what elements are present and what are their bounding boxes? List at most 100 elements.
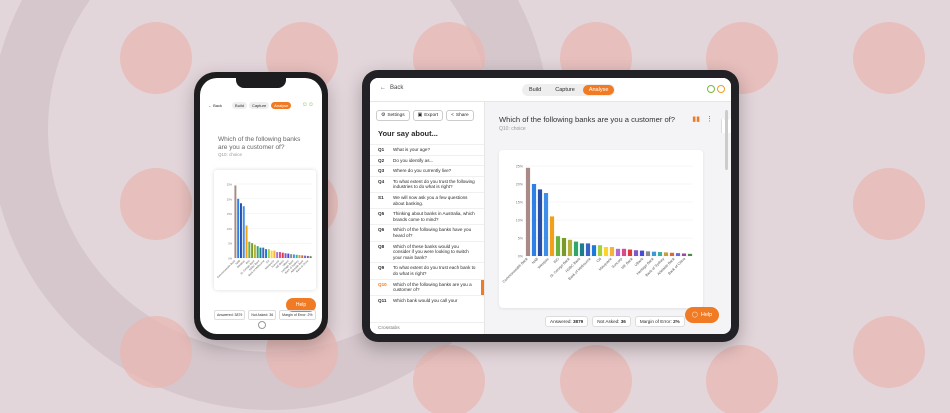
bar[interactable] (273, 250, 276, 258)
bar[interactable] (306, 255, 309, 258)
phone-question-subtitle: Q10: choice (218, 152, 243, 157)
bar[interactable] (278, 252, 281, 258)
bar[interactable] (597, 245, 603, 256)
x-tick-label: Commonwealth Bank (502, 257, 529, 284)
sidebar: ⚙ Settings ▣ Export < Share Your say about.… (370, 102, 485, 334)
share-button[interactable]: < Share (446, 110, 474, 121)
question-item[interactable]: Q5 Thinking about banks in Australia, whi… (370, 208, 484, 224)
bar[interactable] (287, 253, 290, 258)
help-button[interactable]: ◯ Help (685, 307, 719, 323)
bar[interactable] (657, 252, 663, 256)
bar[interactable] (256, 246, 259, 258)
bar[interactable] (281, 252, 284, 258)
bar[interactable] (585, 243, 591, 256)
bar[interactable] (304, 255, 307, 258)
bar[interactable] (609, 247, 615, 256)
smiley-orange-icon[interactable] (717, 85, 725, 93)
bar[interactable] (663, 252, 669, 256)
chart-type-icon[interactable]: ▮▮ (692, 116, 700, 123)
bar[interactable] (531, 184, 537, 256)
bar[interactable] (603, 247, 609, 256)
phone-back-label: Back (213, 102, 223, 108)
bar[interactable] (639, 250, 645, 256)
bar[interactable] (543, 193, 549, 256)
bar[interactable] (573, 241, 579, 256)
bar[interactable] (561, 238, 567, 256)
bar[interactable] (675, 253, 681, 256)
phone-tab-capture[interactable]: Capture (248, 101, 270, 109)
bar[interactable] (567, 239, 573, 256)
bar[interactable] (253, 244, 256, 258)
x-tick-label: NAB (234, 259, 241, 266)
bar[interactable] (290, 254, 293, 258)
phone-tab-build[interactable]: Build (232, 101, 247, 109)
question-item[interactable]: Q6 Which of the following banks have you … (370, 224, 484, 240)
bar[interactable] (579, 243, 585, 256)
bar[interactable] (537, 189, 543, 256)
bar[interactable] (681, 253, 687, 256)
phone-tab-analyse[interactable]: Analyse (271, 101, 292, 109)
x-tick-label: Citi (596, 257, 603, 264)
bar[interactable] (259, 247, 262, 258)
phone-help-button[interactable]: Help (286, 298, 316, 312)
settings-button[interactable]: ⚙ Settings (376, 110, 410, 121)
bar[interactable] (234, 185, 237, 258)
scrollbar[interactable] (725, 110, 728, 170)
question-text: Which of the following banks have you he… (393, 227, 472, 238)
question-item[interactable]: Q2 Do you identify as... (370, 154, 484, 166)
bar[interactable] (248, 241, 251, 258)
bar[interactable] (549, 216, 555, 256)
bar[interactable] (669, 252, 675, 256)
question-number: S1 (378, 194, 384, 200)
question-item[interactable]: S1 We will now ask you a few questions ab… (370, 191, 484, 208)
more-options-icon[interactable]: ⋮ (706, 116, 713, 123)
bar[interactable] (627, 249, 633, 256)
bar[interactable] (270, 250, 273, 258)
bar[interactable] (251, 243, 254, 258)
question-item[interactable]: Q1 What is your age? (370, 144, 484, 155)
bar[interactable] (295, 254, 298, 258)
question-text: What is your age? (393, 147, 431, 152)
bar[interactable] (633, 250, 639, 256)
bar[interactable] (242, 206, 245, 258)
bar[interactable] (265, 249, 268, 258)
export-button[interactable]: ▣ Export (412, 110, 444, 121)
bar[interactable] (292, 254, 295, 258)
bar[interactable] (687, 253, 693, 256)
bar[interactable] (262, 247, 265, 258)
question-item[interactable]: Q9 To what extent do you trust each bank … (370, 262, 484, 278)
x-tick-label: Suncorp (270, 258, 280, 268)
question-item[interactable]: Q11 Which bank would you call your (370, 294, 484, 306)
bar[interactable] (245, 225, 248, 258)
question-number: Q3 (378, 168, 385, 174)
bar[interactable] (591, 245, 597, 256)
phone-back-button[interactable]: ← Back (208, 102, 223, 108)
bar[interactable] (284, 253, 287, 258)
back-button[interactable]: ← Back (380, 85, 403, 91)
crosstabs-button[interactable]: Crosstabs (370, 322, 484, 334)
question-item[interactable]: Q4 To what extent do you trust the follow… (370, 175, 484, 192)
smiley-green-icon[interactable] (707, 85, 715, 93)
tab-analyse[interactable]: Analyse (582, 85, 615, 95)
bar[interactable] (309, 256, 312, 258)
bar[interactable] (239, 203, 242, 258)
bar[interactable] (645, 251, 651, 256)
question-item[interactable]: Q10 Which of the following banks are you … (370, 278, 484, 295)
bar[interactable] (651, 251, 657, 256)
bar[interactable] (267, 249, 270, 258)
bar[interactable] (621, 248, 627, 256)
tab-capture[interactable]: Capture (555, 87, 575, 93)
phone-home-indicator[interactable] (258, 321, 266, 329)
bar[interactable] (298, 255, 301, 258)
bar[interactable] (276, 252, 279, 258)
question-item[interactable]: Q3 Where do you currently live? (370, 165, 484, 176)
question-item[interactable]: Q8 Which of these banks would you conside… (370, 240, 484, 263)
bar[interactable] (615, 248, 621, 256)
background-dot (706, 345, 778, 413)
bar[interactable] (555, 236, 561, 256)
bar[interactable] (237, 198, 240, 258)
arrow-left-icon: ← (380, 85, 386, 91)
bar[interactable] (525, 167, 531, 256)
tab-build[interactable]: Build (529, 87, 542, 93)
bar[interactable] (301, 255, 304, 258)
